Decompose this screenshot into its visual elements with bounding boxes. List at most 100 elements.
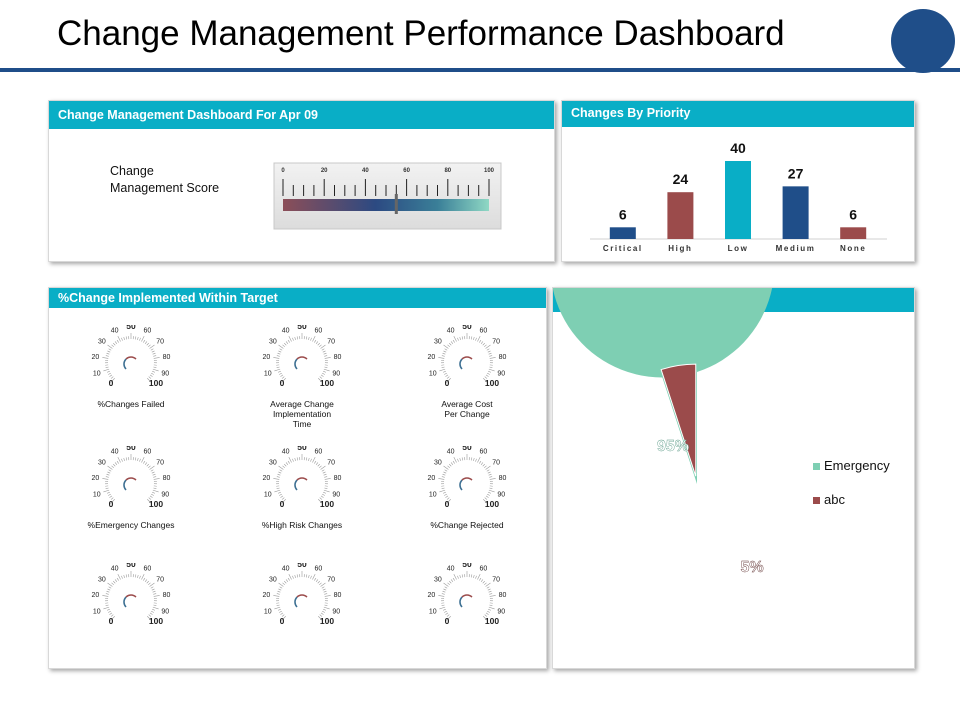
gauge-tick: [445, 495, 449, 498]
gauge-tick: [148, 497, 152, 500]
gauge-tick: [278, 582, 284, 587]
gauge-scale-label: 90: [497, 609, 505, 616]
gauge-label: %High Risk Changes: [261, 520, 343, 530]
gauge-tick: [149, 495, 153, 498]
gauge-dial-arc: [294, 479, 298, 491]
gauge-tick: [477, 574, 481, 580]
gauge-tick: [324, 595, 331, 597]
gauge-tick: [446, 497, 450, 500]
gauge-scale-label: 80: [499, 354, 507, 361]
gauge-scale-label: 30: [98, 459, 106, 466]
gauge-tick: [484, 497, 488, 500]
gauge-tick: [308, 336, 310, 340]
gauge-scale-label: 50: [462, 563, 472, 569]
gauge-scale-label: 80: [499, 592, 507, 599]
gauge-tick: [489, 366, 493, 368]
bar-low: [725, 161, 751, 239]
gauge-tick: [144, 579, 148, 583]
gauge-scale-label: 100: [485, 378, 499, 388]
gauge-tick: [489, 355, 493, 357]
gauge-tick: [274, 489, 281, 493]
gauge-tick: [446, 614, 450, 617]
gauge-tick: [139, 458, 141, 462]
gauge-scale-label: 0: [109, 616, 114, 626]
gauge-tick: [319, 344, 322, 348]
bar-value-label: 27: [788, 165, 804, 181]
gauge-tick: [109, 495, 113, 498]
gauge-scale-label: 60: [479, 327, 487, 334]
gauge-tick: [141, 574, 145, 580]
gauge-tick: [151, 491, 155, 494]
gauge-tick: [281, 614, 285, 617]
gauge-scale-label: 90: [332, 609, 340, 616]
gauge-tick: [447, 582, 450, 586]
gauge-tick: [149, 465, 155, 470]
gauge-tick: [323, 368, 330, 372]
gauge-dial-arc: [461, 356, 473, 360]
gauge-tick: [277, 352, 281, 355]
gauge-tick: [323, 473, 327, 476]
gauge-scale-label: 70: [492, 338, 500, 345]
gauge-tick: [308, 574, 310, 578]
gauge-tick: [110, 376, 114, 379]
gauge-tick: [473, 457, 475, 461]
gauge-3: 0 10 20 30 40 50 60 70 80 90 100 Average Cost Per C…: [407, 325, 527, 437]
gauge-tick: [310, 337, 312, 341]
gauge-9: 0 10 20 30 40 50 60 70 80 90 100: [407, 563, 527, 675]
gauge-dial-arc: [125, 477, 137, 481]
gauge-tick: [123, 336, 125, 340]
pie-slice-abc: [660, 363, 697, 477]
gauge-scale-label: 60: [143, 565, 151, 572]
bar-value-label: 6: [619, 206, 627, 222]
gauge-tick: [314, 460, 317, 464]
gauge-scale-label: 70: [156, 338, 164, 345]
gauge-tick: [324, 366, 328, 368]
gauge-tick: [278, 608, 282, 611]
gauge-tick: [116, 339, 119, 343]
gauge-tick: [450, 341, 454, 345]
gauge-tick: [443, 491, 447, 494]
gauge-tick: [107, 465, 113, 470]
gauge-tick: [485, 344, 491, 349]
gauge-scale-label: 70: [492, 576, 500, 583]
gauge-tick: [457, 458, 459, 462]
gauge-tick: [475, 575, 477, 579]
gauge-scale-label: 0: [445, 378, 450, 388]
gauge-tick: [487, 493, 490, 496]
gauge-tick: [485, 465, 491, 470]
gauge-tick: [110, 499, 115, 504]
gauge-tick: [306, 574, 308, 578]
gauge-tick: [125, 457, 127, 461]
gauge-tick: [281, 499, 286, 504]
gauge-scale-label: 30: [269, 459, 277, 466]
gauge-1: 0 10 20 30 40 50 60 70 80 90 100 %Changes Failed: [71, 325, 191, 437]
gauge-tick: [487, 608, 491, 611]
gauge-scale-label: 80: [334, 592, 342, 599]
gauge-tick: [446, 499, 451, 504]
gauge-tick: [485, 582, 491, 587]
gauge-scale-label: 40: [111, 448, 119, 455]
gauge-tick: [322, 491, 326, 494]
bar-value-label: 6: [849, 206, 857, 222]
gauge-tick: [108, 348, 112, 351]
gauge-dial-arc: [461, 594, 473, 598]
gauge-tick: [461, 457, 463, 461]
gauge-tick: [116, 460, 119, 464]
gauge-tick: [452, 577, 455, 581]
gauge-tick: [148, 614, 152, 617]
gauge-tick: [324, 604, 328, 606]
gauge-scale-label: 80: [163, 354, 171, 361]
gauge-tick: [292, 458, 294, 462]
gauge-tick: [324, 487, 328, 489]
gauge-tick: [484, 614, 488, 617]
gauge-scale-label: 50: [297, 325, 307, 331]
gauge-scale-label: 20: [92, 475, 100, 482]
bar-category-label: None: [840, 244, 866, 253]
gauge-tick: [279, 610, 282, 613]
gauge-tick: [280, 612, 284, 615]
gauge-tick: [139, 575, 141, 579]
gauge-tick: [121, 337, 123, 341]
gauge-tick: [278, 471, 282, 474]
pie-value-label: 5%: [740, 559, 763, 576]
gauge-tick: [276, 476, 280, 478]
